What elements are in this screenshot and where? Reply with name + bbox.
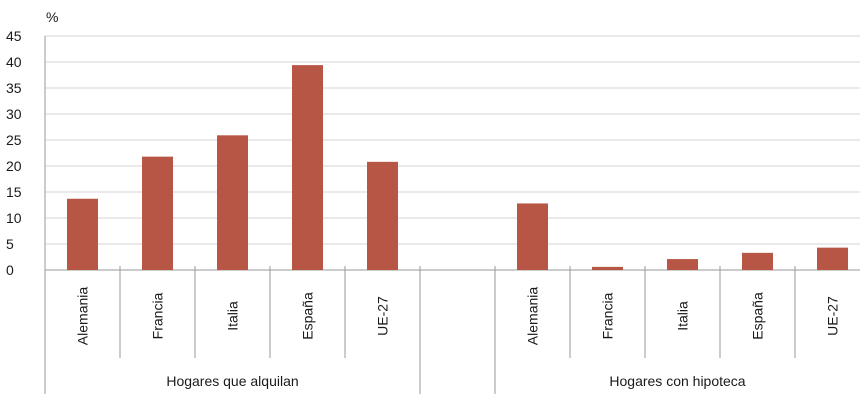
y-tick-label: 30 — [6, 106, 22, 122]
bar — [742, 252, 773, 270]
x-axis — [44, 36, 796, 394]
bar — [142, 156, 173, 270]
y-tick-label: 45 — [6, 28, 22, 44]
category-label: Italia — [675, 301, 691, 331]
group-label: Hogares con hipoteca — [609, 373, 745, 389]
bar — [817, 247, 848, 270]
category-label: UE-27 — [825, 296, 841, 336]
category-label: Francia — [150, 292, 166, 339]
y-tick-label: 10 — [6, 210, 22, 226]
category-label: Francia — [600, 292, 616, 339]
bar — [67, 198, 98, 270]
category-label: Italia — [225, 301, 241, 331]
bar — [367, 161, 398, 270]
bars — [67, 65, 848, 271]
group-label: Hogares que alquilan — [166, 373, 298, 389]
group-labels: Hogares que alquilan Hogares con hipoteca — [166, 373, 745, 389]
bar — [292, 65, 323, 271]
bar — [217, 135, 248, 270]
y-tick-label: 15 — [6, 184, 22, 200]
y-tick-label: 5 — [6, 236, 14, 252]
category-label: Alemania — [525, 287, 541, 346]
category-label: España — [750, 292, 766, 340]
category-label: España — [300, 292, 316, 340]
category-labels: Alemania Francia Italia España UE-27 Alemania… — [75, 287, 841, 346]
y-tick-label: 35 — [6, 80, 22, 96]
category-label: UE-27 — [375, 296, 391, 336]
bar — [592, 266, 623, 270]
category-label: Alemania — [75, 287, 91, 346]
bar — [667, 259, 698, 270]
y-tick-label: 0 — [6, 262, 14, 278]
y-tick-label: 25 — [6, 132, 22, 148]
y-axis-ticks: 0 5 10 15 20 25 30 35 40 45 — [6, 28, 22, 278]
y-tick-label: 20 — [6, 158, 22, 174]
bar — [517, 203, 548, 270]
y-axis-unit: % — [46, 9, 58, 25]
y-tick-label: 40 — [6, 54, 22, 70]
gridlines — [45, 35, 860, 271]
